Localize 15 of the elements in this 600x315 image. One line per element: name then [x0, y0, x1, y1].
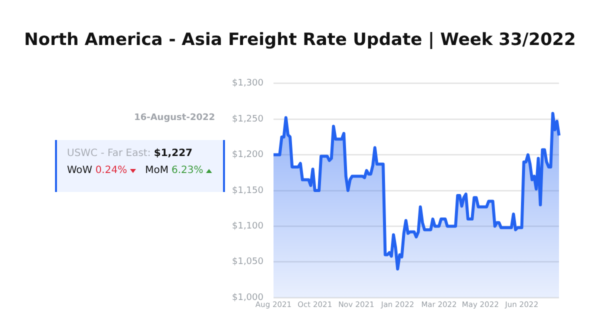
text: USWC - Far East:	[67, 148, 151, 159]
text: 0.24%	[95, 165, 128, 176]
y-tick-label: $1,000	[232, 292, 264, 303]
y-tick-label: $1,100	[232, 222, 264, 232]
y-tick-label: $1,250	[232, 114, 264, 124]
text: WoW	[67, 165, 92, 176]
y-tick-label: $1,050	[232, 257, 264, 268]
text: 6.23%	[171, 165, 204, 176]
text: $1,227	[154, 148, 192, 159]
text: MoM	[145, 165, 168, 176]
y-tick-label: $1,150	[232, 186, 264, 196]
chart-title: North America - Asia Freight Rate Update | Week 33/2022	[23, 30, 577, 50]
y-tick-label: $1,200	[232, 150, 264, 160]
text: 16-August-2022	[133, 113, 215, 123]
y-tick-label: $1,300	[232, 78, 264, 89]
